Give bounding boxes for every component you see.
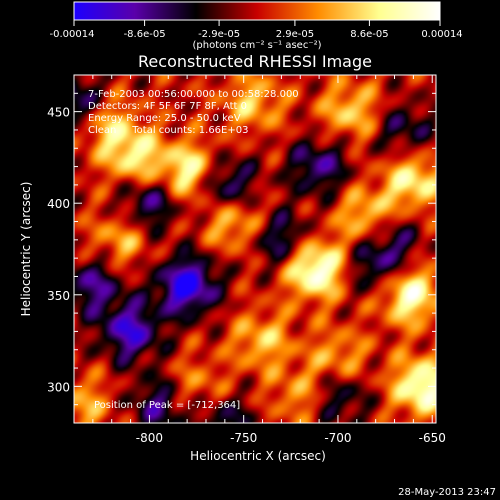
plot-area: -800 -750 -700 -650 300 350 400 450 7-Feb-2003 … [47,74,446,445]
peak-position-label: Position of Peak = [-712,364] [94,400,240,411]
colorbar-tick-label: -8.6e-05 [124,29,166,40]
colorbar-unit-label: (photons cm⁻² s⁻¹ asec⁻²) [192,40,321,51]
y-tick-label: 400 [47,197,70,211]
x-tick-label: -700 [324,431,351,445]
y-tick-label: 350 [47,289,70,303]
x-tick-label: -750 [230,431,257,445]
axis-ticks: -800 -750 -700 -650 300 350 400 450 [47,74,446,445]
y-tick-label: 450 [47,106,70,120]
y-axis-label: Heliocentric Y (arcsec) [19,182,33,317]
colorbar-tick-label: 0.00014 [421,29,462,40]
colorbar: -0.00014 -8.6e-05 -2.9e-05 2.9e-05 8.6e-05 0.… [50,1,463,51]
colorbar-tick-label: -0.00014 [50,29,95,40]
info-line-time: 7-Feb-2003 00:56:00.000 to 00:58:28.000 [88,89,299,100]
y-tick-label: 300 [47,380,70,394]
heatmap-image [74,75,436,423]
x-tick-label: -650 [419,431,446,445]
chart-title: Reconstructed RHESSI Image [138,52,372,71]
colorbar-tick-label: 2.9e-05 [276,29,314,40]
x-tick-label: -800 [136,431,163,445]
info-line-detectors: Detectors: 4F 5F 6F 7F 8F, Att 0 [88,101,247,112]
colorbar-tick-label: 8.6e-05 [350,29,388,40]
colorbar-tick-label: -2.9e-05 [198,29,240,40]
info-line-energy: Energy Range: 25.0 - 50.0 keV [88,113,241,124]
x-axis-label: Heliocentric X (arcsec) [190,449,326,463]
info-box: 7-Feb-2003 00:56:00.000 to 00:58:28.000 … [88,89,299,136]
colorbar-ticks: -0.00014 -8.6e-05 -2.9e-05 2.9e-05 8.6e-05 0.… [50,20,463,40]
info-line-counts: Clean Total counts: 1.66E+03 [88,125,248,136]
timestamp: 28-May-2013 23:47 [398,487,496,498]
colorbar-strip [73,1,441,21]
plot-frame [73,74,437,424]
